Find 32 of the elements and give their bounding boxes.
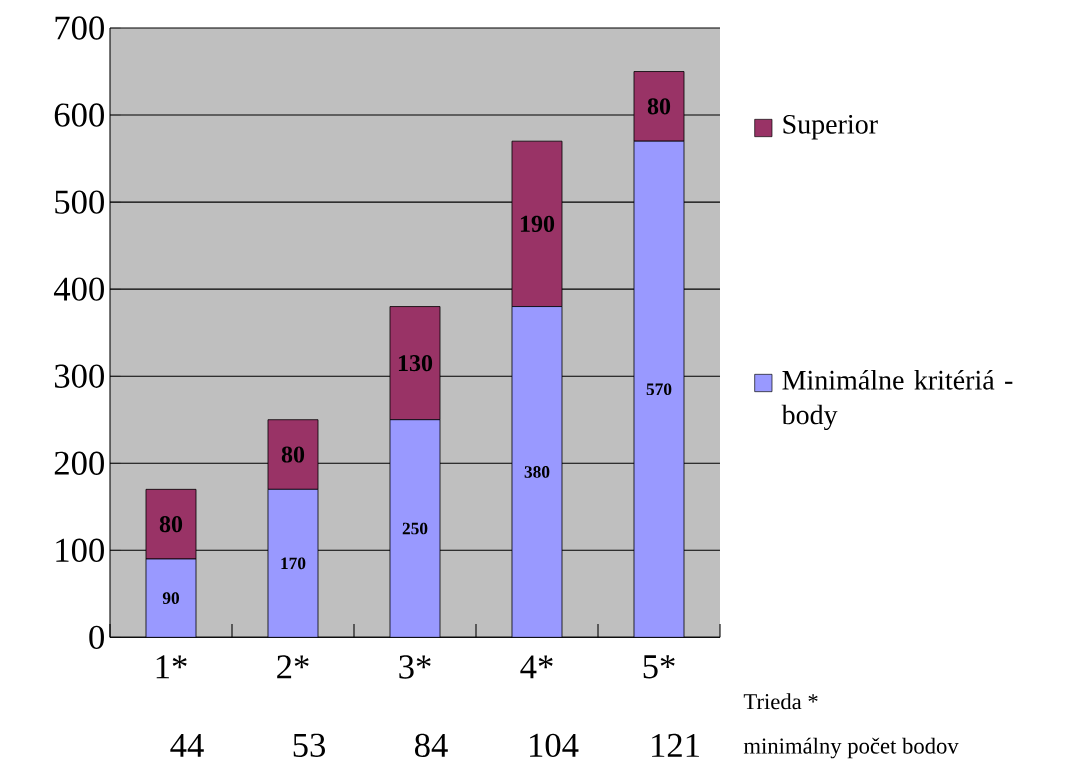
- y-tick-label: 700: [55, 16, 104, 40]
- text: 121: [652, 733, 699, 757]
- data-label: 380: [524, 466, 550, 478]
- data-label: 170: [281, 557, 306, 570]
- data-label: 90: [162, 592, 180, 605]
- data-label: 250: [402, 522, 428, 535]
- x-tick-label: 2*: [277, 655, 309, 679]
- data-label: 80: [647, 98, 671, 115]
- legend-label: Superior: [783, 114, 878, 140]
- data-label: 190: [520, 215, 555, 232]
- text: minimálny počet bodov: [743, 737, 959, 759]
- x-tick-label: 4*: [520, 655, 553, 679]
- y-tick-label: 200: [54, 451, 104, 475]
- text: 44: [170, 733, 204, 757]
- text: 104: [530, 733, 579, 758]
- x-tick-label: 1*: [156, 655, 187, 679]
- data-label: 130: [398, 355, 433, 372]
- y-tick-label: 300: [54, 364, 104, 388]
- text: 53: [293, 733, 325, 757]
- y-tick-label: 0: [89, 625, 104, 650]
- data-label: 80: [159, 516, 183, 533]
- data-label: 80: [281, 446, 305, 463]
- y-tick-label: 500: [55, 190, 104, 214]
- y-tick-label: 400: [53, 277, 104, 301]
- x-axis-title: Trieda *: [743, 693, 818, 710]
- text: 84: [414, 733, 448, 758]
- legend-label: Minimálne kritériá - body: [781, 369, 1013, 431]
- y-tick-label: 100: [56, 538, 104, 562]
- y-tick-label: 600: [54, 103, 104, 127]
- data-label: 570: [646, 383, 672, 396]
- x-tick-label: 5*: [643, 655, 675, 679]
- x-tick-label: 3*: [399, 655, 431, 679]
